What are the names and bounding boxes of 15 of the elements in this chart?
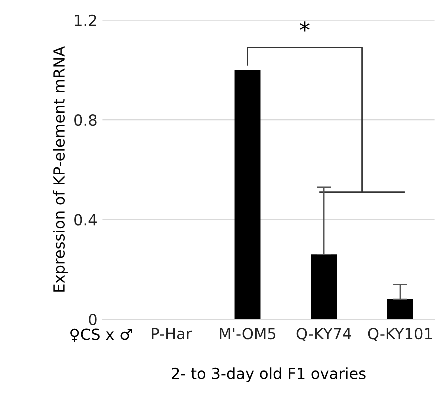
y-tick-label: 1.2 [75,14,96,26]
annotation: * [300,22,310,32]
x-tick-label: M'-OM5 [220,328,276,340]
bar [234,70,261,320]
text: ♀CS x ♂ [70,328,132,342]
x-tick-label: P-Har [152,328,192,340]
y-tick-label: 0.8 [74,114,97,126]
bar [311,254,338,320]
bar [387,300,414,320]
y-tick-label: 0 [89,314,97,326]
x-axis-title: 2- to 3-day old F1 ovaries [172,368,366,382]
x-tick-label: Q-KY74 [296,328,352,342]
y-axis-title: Expression of KP-element mRNA [53,46,68,292]
x-tick-label: Q-KY101 [368,328,432,342]
y-tick-label: 0.4 [74,214,97,226]
